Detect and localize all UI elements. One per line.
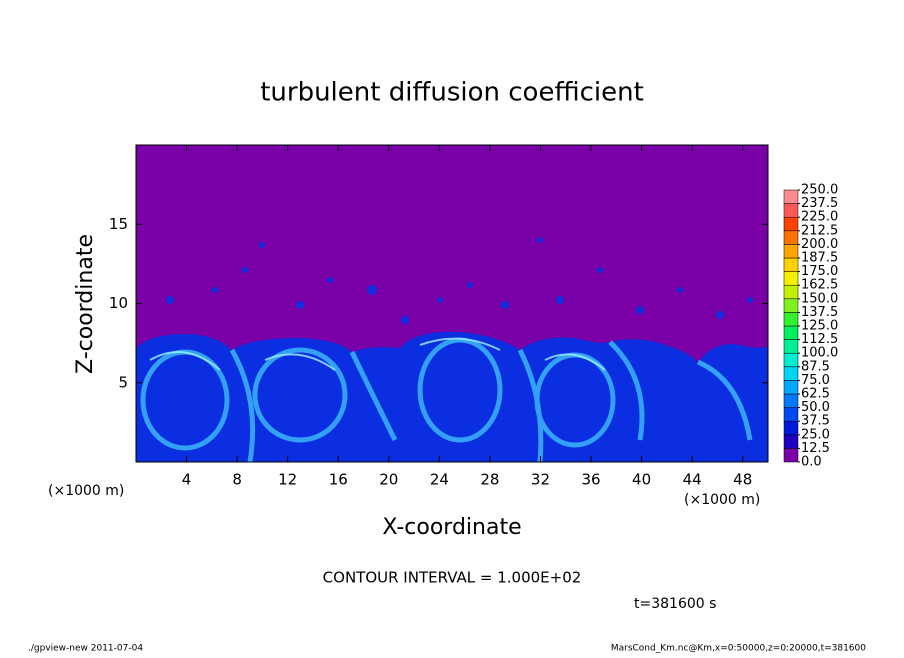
turbulent-layer <box>136 331 768 462</box>
colorbar-label: 62.5 <box>801 387 830 402</box>
colorbar-label: 187.5 <box>801 251 838 266</box>
x-tick-label: 12 <box>278 471 297 489</box>
colorbar-bin <box>783 203 799 218</box>
colorbar-bin <box>783 407 799 422</box>
colorbar-bin <box>783 216 799 232</box>
chart-title: turbulent diffusion coefficient <box>260 78 644 108</box>
x-tick-label: 44 <box>683 471 702 489</box>
colorbar-label: 0.0 <box>801 455 822 470</box>
x-unit: (×1000 m) <box>684 492 760 508</box>
colorbar-label: 225.0 <box>801 210 838 225</box>
colorbar-bin <box>783 257 799 272</box>
x-tick-label: 24 <box>430 471 449 489</box>
swirl-highlights <box>149 337 606 371</box>
colorbar-label: 12.5 <box>801 441 830 456</box>
colorbar-bin <box>783 380 799 395</box>
colorbar-bin <box>783 230 799 245</box>
colorbar-label: 137.5 <box>801 305 838 320</box>
colorbar-label: 87.5 <box>801 359 830 374</box>
colorbar-bin <box>783 339 799 354</box>
colorbar-label: 162.5 <box>801 278 838 293</box>
y-tick-label: 10 <box>109 294 128 312</box>
colorbar-label: 75.0 <box>801 373 830 388</box>
footer-left: ./gpview-new 2011-07-04 <box>28 644 143 654</box>
time-label: t=381600 s <box>634 596 716 612</box>
colorbar-bin <box>783 434 799 449</box>
colorbar-label: 50.0 <box>801 400 830 415</box>
colorbar-label: 175.0 <box>801 264 838 279</box>
y-unit: (×1000 m) <box>48 483 124 499</box>
colorbar-label: 150.0 <box>801 291 838 306</box>
x-tick-label: 8 <box>232 471 242 489</box>
x-tick-label: 32 <box>531 471 550 489</box>
colorbar-bin <box>783 420 799 436</box>
colorbar-bin <box>783 284 799 300</box>
contour-interval: CONTOUR INTERVAL = 1.000E+02 <box>323 569 582 587</box>
colorbar-label: 125.0 <box>801 319 838 334</box>
y-tick-label: 15 <box>109 215 128 233</box>
x-tick-label: 20 <box>379 471 398 489</box>
colorbar-bin <box>783 271 799 286</box>
colorbar-bin <box>783 448 799 463</box>
colorbar-label: 37.5 <box>801 414 830 429</box>
colorbar-bin <box>783 312 799 327</box>
x-axis-label: X-coordinate <box>382 515 521 540</box>
small-eddies <box>166 237 753 324</box>
y-axis-label: Z-coordinate <box>73 234 98 374</box>
colorbar-bin <box>783 366 799 381</box>
x-tick-label: 36 <box>581 471 600 489</box>
colorbar-label: 237.5 <box>801 196 838 211</box>
x-tick-label: 4 <box>182 471 192 489</box>
colorbar-bin <box>783 325 799 340</box>
colorbar-label: 250.0 <box>801 183 838 198</box>
y-tick-label: 5 <box>118 373 128 391</box>
footer-right: MarsCond_Km.nc@Km,x=0:50000,z=0:20000,t=… <box>611 644 866 654</box>
x-tick-label: 16 <box>329 471 348 489</box>
colorbar-bin <box>783 189 799 204</box>
colorbar-label: 200.0 <box>801 237 838 252</box>
colorbar-bin <box>783 298 799 313</box>
colorbar-label: 100.0 <box>801 346 838 361</box>
colorbar-label: 212.5 <box>801 223 838 238</box>
x-tick-label: 48 <box>733 471 752 489</box>
colorbar-bin <box>783 393 799 408</box>
colorbar-label: 25.0 <box>801 427 830 442</box>
colorbar-bin <box>783 352 799 368</box>
colorbar-bin <box>783 244 799 259</box>
x-tick-label: 40 <box>632 471 651 489</box>
x-tick-label: 28 <box>480 471 499 489</box>
colorbar-label: 112.5 <box>801 332 838 347</box>
field <box>136 237 768 462</box>
